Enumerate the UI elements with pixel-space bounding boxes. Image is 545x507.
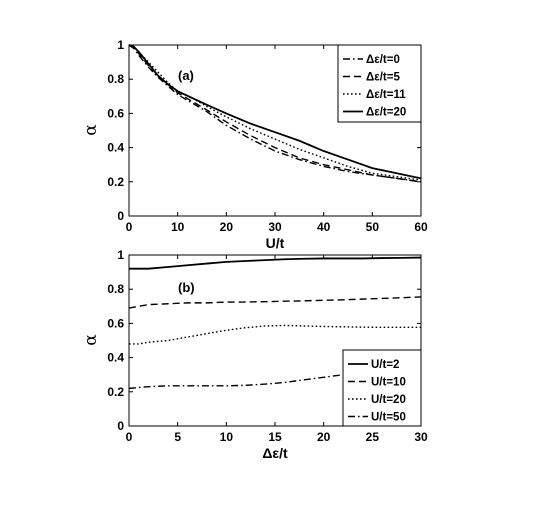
legend: U/t=2 U/t=10 U/t=20 U/t=50: [342, 349, 422, 427]
x-axis-label: U/t: [266, 235, 285, 251]
series-line-4: [128, 44, 422, 180]
y-tick-label: 0.6: [107, 106, 124, 120]
legend-entry: U/t=20: [371, 394, 406, 406]
legend-entry: Δε/t=20: [366, 107, 406, 119]
x-tick-label: 50: [366, 220, 380, 234]
y-tick-label: 0.2: [107, 175, 124, 189]
plot-frame: [128, 254, 422, 427]
x-tick-label: 10: [220, 430, 234, 444]
legend-entry: U/t=2: [371, 359, 399, 371]
y-tick-label: 1: [117, 248, 124, 262]
series-line-3: [129, 324, 421, 345]
legend-entry: Δε/t=11: [366, 89, 406, 101]
panel-a: 0 10 20 30 40 50 60 0 0.2 0.4 0.6 0.8 1 U/t α (a) Δε/t=0…: [81, 38, 428, 251]
y-axis-label: α: [81, 124, 101, 136]
y-tick-label: 0.2: [107, 385, 124, 399]
legend-entry: Δε/t=0: [366, 54, 400, 66]
x-tick-label: 30: [268, 220, 282, 234]
y-axis-label: α: [81, 334, 101, 346]
legend-entry: U/t=10: [371, 377, 406, 389]
y-tick-label: 0.6: [107, 316, 124, 330]
x-tick-label: 40: [317, 220, 331, 234]
x-tick-label: 10: [171, 220, 185, 234]
x-tick-label: 0: [126, 430, 133, 444]
legend-entry: Δε/t=5: [366, 72, 400, 84]
x-tick-label: 30: [414, 430, 428, 444]
x-tick-label: 0: [126, 220, 133, 234]
panel-label: (b): [178, 280, 195, 295]
series-line-2: [128, 44, 422, 183]
legend-box: [342, 349, 422, 427]
y-tick-label: 0.4: [107, 141, 124, 155]
y-tick-label: 0: [117, 209, 124, 223]
series-line-2: [128, 296, 422, 309]
panel-label: (a): [178, 68, 194, 83]
legend-box: [337, 44, 422, 123]
y-tick-label: 0.8: [107, 72, 124, 86]
x-tick-label: 5: [174, 430, 181, 444]
x-axis-label: Δε/t: [262, 445, 288, 461]
x-tick-label: 20: [317, 430, 331, 444]
series-line-4: [128, 363, 422, 390]
y-tick-label: 0: [117, 419, 124, 433]
y-tick-label: 0.8: [107, 282, 124, 296]
legend-entry: U/t=50: [371, 412, 406, 424]
series-line-1: [129, 256, 422, 270]
x-tick-label: 60: [414, 220, 428, 234]
y-tick-label: 1: [117, 38, 124, 52]
x-tick-label: 15: [268, 430, 282, 444]
panel-b: 0 5 10 15 20 25 3000.20.40.60.81Δε/tα(b)U/t=2U…: [81, 248, 428, 461]
legend: Δε/t=0 Δε/t=5 Δε/t=11 Δε/t=20: [337, 44, 422, 123]
y-tick-label: 0.4: [107, 351, 124, 365]
x-tick-label: 25: [366, 430, 380, 444]
x-tick-label: 20: [220, 220, 234, 234]
plot-frame: [128, 44, 422, 217]
